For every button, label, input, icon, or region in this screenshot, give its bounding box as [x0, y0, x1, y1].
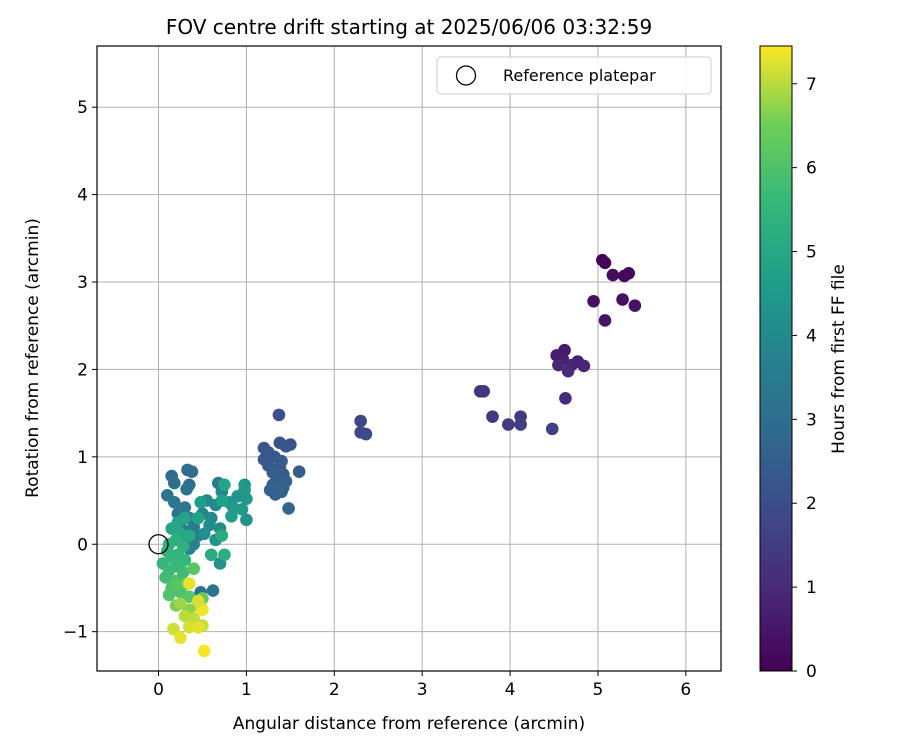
x-axis-ticks: 0 1 2 3 4 5 6 [153, 671, 691, 700]
y-tick-label: 1 [77, 448, 88, 468]
colorbar-tick-label: 5 [806, 243, 817, 263]
y-tick-label: 0 [77, 535, 88, 555]
x-tick-label: 3 [417, 680, 428, 700]
data-point [168, 476, 181, 490]
reference-platepar-marker [148, 534, 169, 555]
data-point [606, 268, 620, 282]
data-point [502, 418, 515, 431]
data-point [197, 644, 211, 658]
x-tick-label: 1 [241, 680, 252, 700]
x-tick-label: 0 [153, 680, 164, 700]
data-point [174, 597, 187, 610]
legend-box [436, 56, 712, 95]
data-point [168, 495, 181, 509]
x-tick-label: 4 [505, 680, 516, 700]
colorbar-tick-label: 0 [806, 662, 817, 682]
y-tick-label: 5 [77, 98, 88, 118]
data-point [191, 511, 205, 525]
data-point [292, 465, 306, 478]
data-point [187, 562, 200, 576]
data-point [159, 571, 172, 584]
colorbar-tick-label: 4 [806, 326, 817, 346]
colorbar-label: Hours from first FF file [829, 264, 849, 454]
data-point [206, 584, 220, 597]
data-point [182, 529, 196, 542]
data-point [477, 384, 491, 398]
data-point [587, 294, 600, 308]
colorbar-tick-label: 3 [806, 410, 817, 430]
data-point [272, 408, 286, 422]
data-point [174, 631, 187, 645]
data-point [182, 620, 196, 634]
data-point [218, 478, 231, 492]
data-point [616, 293, 629, 306]
data-point [359, 427, 373, 441]
colorbar-tick-label: 6 [806, 159, 817, 179]
data-point [225, 509, 238, 523]
data-point [628, 299, 642, 312]
data-point [235, 502, 249, 516]
y-axis-ticks: −1 0 1 2 3 4 5 [63, 98, 97, 643]
data-point [577, 359, 591, 373]
data-point [559, 391, 572, 405]
data-point [279, 440, 293, 453]
legend-reference-marker [455, 65, 477, 86]
data-point [215, 529, 229, 542]
chart-title: FOV centre drift starting at 2025/06/06 … [166, 15, 652, 39]
data-point [197, 527, 211, 541]
data-point [182, 577, 196, 590]
legend-label: Reference platepar [503, 66, 656, 85]
data-point [162, 588, 176, 602]
data-point [194, 495, 208, 509]
data-point [354, 414, 367, 428]
data-point [486, 410, 499, 423]
data-point [178, 553, 192, 567]
data-point [598, 256, 612, 270]
data-point [598, 314, 612, 327]
data-point [185, 465, 199, 478]
data-points [156, 253, 642, 658]
y-tick-label: 2 [77, 360, 88, 380]
colorbar-ticks: 0 1 2 3 4 5 6 7 [792, 75, 817, 682]
data-point [552, 358, 565, 372]
data-point [191, 594, 205, 608]
data-point [240, 513, 253, 527]
data-point [191, 620, 205, 634]
x-tick-label: 2 [329, 680, 340, 700]
y-tick-label: 3 [77, 273, 88, 293]
colorbar-tick-label: 7 [806, 75, 817, 95]
plot-frame [96, 45, 722, 672]
colorbar-tick-label: 1 [806, 578, 817, 598]
y-axis-label: Rotation from reference (arcmin) [23, 218, 43, 498]
data-point [561, 364, 575, 378]
data-point [204, 548, 218, 562]
data-point [176, 565, 190, 579]
x-axis-label: Angular distance from reference (arcmin) [233, 714, 585, 734]
legend: Reference platepar [436, 56, 712, 95]
data-point [180, 482, 193, 496]
data-point [269, 488, 282, 501]
data-point [618, 269, 631, 283]
reference-marker [148, 534, 169, 555]
data-point [240, 492, 253, 506]
data-point [514, 418, 527, 431]
data-point [545, 422, 559, 436]
colorbar [759, 45, 793, 672]
data-point [218, 548, 231, 562]
data-point [282, 502, 295, 515]
colorbar-tick-label: 2 [806, 494, 817, 514]
x-tick-label: 5 [593, 680, 604, 700]
y-tick-label: 4 [77, 186, 88, 206]
data-point [215, 494, 229, 507]
x-tick-label: 6 [680, 680, 691, 700]
data-point [169, 577, 183, 590]
y-tick-label: −1 [63, 623, 88, 643]
data-point [167, 622, 180, 636]
